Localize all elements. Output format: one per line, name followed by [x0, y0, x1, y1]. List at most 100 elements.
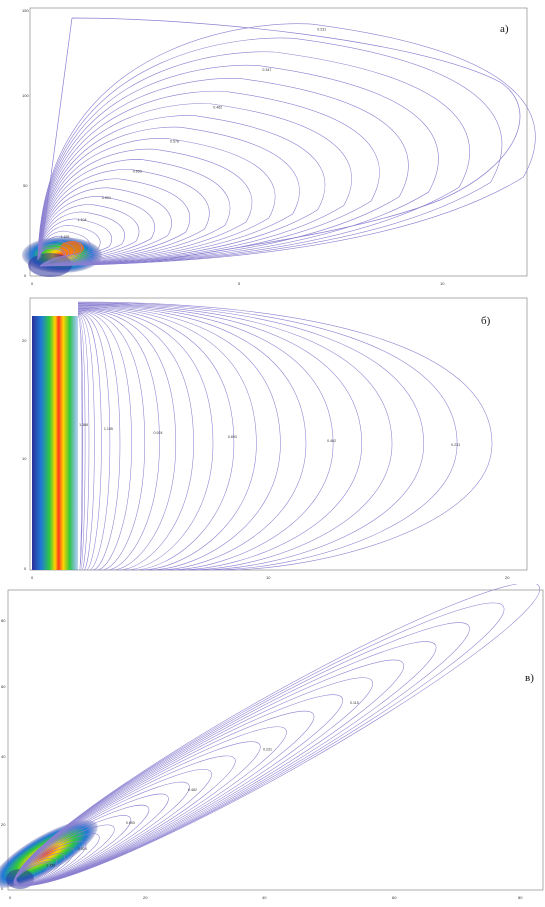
plot-frame — [29, 297, 528, 571]
contour-line — [77, 311, 121, 571]
contour-line — [77, 310, 146, 571]
y-tick: 100 — [22, 93, 29, 98]
y-tick: 60 — [1, 684, 6, 689]
contour-line — [77, 304, 363, 571]
x-tick: 20 — [505, 575, 510, 580]
contour-line — [37, 159, 231, 267]
contour-line — [15, 584, 541, 886]
contour-line — [37, 187, 172, 267]
contour-line — [77, 303, 393, 571]
contour-line — [37, 211, 125, 267]
contour-line — [14, 769, 212, 887]
contour-lines: 1.386 1.155 0.924 0.693 0.462 0.231 — [77, 301, 493, 571]
panel-a: 1.155 1.104 0.924 0.693 0.578 0.462 0.347 0.231… — [0, 0, 545, 292]
contour-line — [77, 310, 132, 571]
x-tick: 0 — [9, 895, 12, 900]
contour-line — [77, 312, 102, 571]
x-tick: 80 — [518, 895, 523, 900]
contour-label: 0.693 — [133, 170, 142, 174]
contour-line — [37, 243, 70, 267]
contour-line — [14, 741, 261, 887]
contour-lines: 1.155 1.104 0.924 0.693 0.578 0.462 0.347 0.231 — [37, 17, 536, 267]
contour-label: 0.924 — [102, 196, 111, 200]
x-tick: 0 — [31, 281, 34, 286]
panel-label: в) — [525, 672, 534, 684]
contour-line — [37, 196, 155, 267]
contour-line — [15, 602, 505, 886]
contour-line — [37, 115, 326, 267]
x-tick: 5 — [238, 281, 241, 286]
contour-label: 1.386 — [79, 423, 88, 427]
contour-label: 0.693 — [126, 821, 135, 825]
contour-line — [77, 302, 458, 571]
panel-c-chart: 1.155 0.924 0.693 0.462 0.231 0.115 0 20 40 6… — [0, 584, 544, 900]
contour-line — [15, 622, 470, 886]
contour-line — [15, 641, 437, 886]
plot-frame — [7, 589, 544, 891]
contour-label: 0.462 — [188, 788, 197, 792]
y-tick: 50 — [23, 183, 28, 188]
contour-line — [37, 23, 536, 267]
contour-line — [39, 17, 521, 263]
contour-line — [77, 305, 281, 571]
contour-line — [37, 103, 352, 267]
y-tick: 0 — [24, 566, 27, 571]
panel-b: 1.386 1.155 0.924 0.693 0.462 0.231 0 10 20 0… — [0, 292, 545, 584]
contour-line — [37, 64, 439, 267]
contour-line — [37, 78, 409, 267]
contour-line — [77, 313, 95, 571]
colorfill-band — [32, 316, 78, 570]
panel-label: б) — [481, 315, 491, 327]
contour-label: 0.462 — [327, 439, 336, 443]
contour-line — [77, 309, 177, 571]
contour-label: 0.693 — [228, 435, 237, 439]
y-tick: 10 — [22, 456, 27, 461]
contour-line — [77, 304, 334, 571]
plot-frame — [29, 7, 528, 277]
x-tick: 10 — [266, 575, 271, 580]
contour-label: 0.231 — [263, 748, 272, 752]
contour-line — [37, 126, 300, 267]
contour-label: 0.231 — [317, 28, 326, 32]
contour-line — [37, 235, 82, 267]
contour-line — [37, 169, 210, 267]
x-tick: 10 — [440, 281, 445, 286]
y-tick: 0 — [1, 886, 4, 891]
contour-line — [77, 308, 194, 571]
x-tick: 20 — [143, 895, 148, 900]
contour-line — [37, 148, 253, 267]
panel-b-chart: 1.386 1.155 0.924 0.693 0.462 0.231 0 10 20 0… — [22, 297, 528, 580]
contour-line — [37, 37, 503, 267]
x-tick: 0 — [31, 575, 34, 580]
contour-label: 1.155 — [60, 235, 69, 239]
contour-line — [77, 301, 493, 571]
y-tick: 150 — [22, 8, 29, 13]
y-tick: 20 — [22, 338, 27, 343]
contour-line — [37, 178, 191, 267]
contour-lines: 1.155 0.924 0.693 0.462 0.231 0.115 — [13, 584, 541, 887]
contour-label: 0.578 — [170, 139, 179, 143]
panel-c: 1.155 0.924 0.693 0.462 0.231 0.115 0 20 40 6… — [0, 584, 545, 907]
contour-label: 0.924 — [78, 847, 87, 851]
contour-line — [37, 51, 470, 267]
y-tick: 40 — [1, 754, 6, 759]
contour-line — [37, 246, 66, 267]
contour-line — [14, 710, 315, 887]
contour-line — [37, 137, 276, 267]
contour-line — [37, 225, 101, 267]
y-tick: 0 — [24, 273, 27, 278]
contour-line — [77, 302, 425, 571]
y-tick: 80 — [1, 618, 6, 623]
contour-line — [77, 306, 257, 571]
contour-label: 0.115 — [350, 701, 359, 705]
contour-label: 0.231 — [451, 443, 460, 447]
contour-line — [15, 659, 405, 886]
contour-line — [37, 218, 112, 267]
contour-label: 1.155 — [46, 864, 55, 868]
x-tick: 40 — [262, 895, 267, 900]
contour-label: 0.347 — [262, 68, 271, 72]
contour-line — [37, 240, 75, 267]
y-tick: 20 — [1, 822, 6, 827]
contour-line — [77, 307, 235, 571]
contour-label: 0.462 — [213, 105, 222, 109]
